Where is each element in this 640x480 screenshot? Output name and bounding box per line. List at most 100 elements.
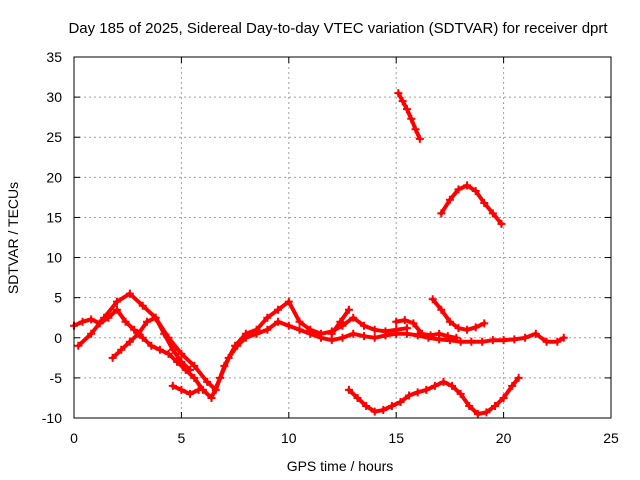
data-point	[349, 329, 358, 338]
data-point	[415, 134, 424, 143]
data-point	[155, 345, 164, 354]
series-line	[76, 291, 409, 392]
series-trace-e	[327, 305, 353, 338]
data-point	[379, 405, 388, 414]
data-point	[407, 114, 416, 123]
data-point	[542, 337, 551, 346]
data-point	[207, 393, 216, 402]
x-tick-label: 25	[603, 430, 619, 446]
data-point	[392, 317, 401, 326]
data-point	[437, 209, 446, 218]
data-point	[480, 199, 489, 208]
data-point	[125, 289, 134, 298]
data-point	[413, 388, 422, 397]
data-point	[409, 319, 418, 328]
data-point	[74, 341, 83, 350]
data-point	[553, 337, 562, 346]
data-point	[284, 321, 293, 330]
y-tick-label: 10	[46, 250, 62, 266]
data-point	[295, 317, 304, 326]
data-point	[359, 321, 368, 330]
data-point	[177, 349, 186, 358]
data-point	[121, 317, 130, 326]
series-trace-b	[74, 289, 411, 394]
data-point	[241, 329, 250, 338]
series-trace-g	[437, 181, 506, 228]
data-point	[521, 333, 530, 342]
data-point	[344, 305, 353, 314]
data-point	[508, 381, 517, 390]
x-tick-label: 10	[281, 430, 297, 446]
data-point	[480, 319, 489, 328]
y-tick-label: 0	[54, 330, 62, 346]
data-point	[100, 313, 109, 322]
data-point	[478, 337, 487, 346]
data-point	[392, 325, 401, 334]
data-point	[402, 324, 411, 333]
data-point	[130, 325, 139, 334]
data-point	[411, 125, 420, 134]
y-tick-label: 20	[46, 169, 62, 185]
data-point	[465, 401, 474, 410]
data-point	[467, 337, 476, 346]
data-point	[164, 349, 173, 358]
data-point	[143, 317, 152, 326]
data-point	[514, 373, 523, 382]
data-point	[112, 297, 121, 306]
data-point	[138, 333, 147, 342]
data-point	[463, 181, 472, 190]
data-point	[435, 329, 444, 338]
data-point	[78, 317, 87, 326]
data-point	[274, 305, 283, 314]
data-point	[456, 337, 465, 346]
data-point	[426, 331, 435, 340]
data-point	[87, 315, 96, 324]
data-point	[381, 327, 390, 336]
data-point	[190, 361, 199, 370]
series-trace-i	[344, 373, 523, 418]
x-tick-label: 15	[388, 430, 404, 446]
series-trace-d	[168, 381, 203, 398]
data-point	[499, 336, 508, 345]
data-point	[488, 336, 497, 345]
y-axis-label: SDTVAR / TECUs	[5, 182, 21, 294]
data-point	[370, 333, 379, 342]
data-point	[452, 333, 461, 342]
data-point	[456, 389, 465, 398]
y-tick-label: 5	[54, 290, 62, 306]
data-point	[370, 407, 379, 416]
series-line	[170, 383, 201, 396]
data-point	[454, 185, 463, 194]
data-point	[349, 313, 358, 322]
data-point	[398, 97, 407, 106]
x-tick-label: 0	[70, 430, 78, 446]
data-point	[211, 385, 220, 394]
series-line	[110, 315, 192, 372]
data-point	[417, 329, 426, 338]
data-point	[274, 317, 283, 326]
data-point	[194, 385, 203, 394]
data-point	[160, 329, 169, 338]
data-point	[138, 301, 147, 310]
data-point	[306, 325, 315, 334]
data-point	[559, 333, 568, 342]
data-point	[394, 89, 403, 98]
series-line	[439, 183, 504, 226]
data-point	[177, 385, 186, 394]
data-point	[463, 325, 472, 334]
data-point	[428, 295, 437, 304]
data-point	[359, 332, 368, 341]
data-point	[370, 325, 379, 334]
ticks: 0 5 10 15 20 25 -10 -5 0 5 10 15 20 25 30 35	[42, 49, 619, 446]
y-tick-label: 35	[46, 49, 62, 65]
x-tick-label: 20	[496, 430, 512, 446]
data-point	[491, 401, 500, 410]
data-point	[203, 377, 212, 386]
data-point	[488, 209, 497, 218]
data-point	[168, 345, 177, 354]
data-point	[454, 324, 463, 333]
data-point	[117, 345, 126, 354]
data-point	[252, 325, 261, 334]
data-point	[338, 333, 347, 342]
data-point	[499, 393, 508, 402]
